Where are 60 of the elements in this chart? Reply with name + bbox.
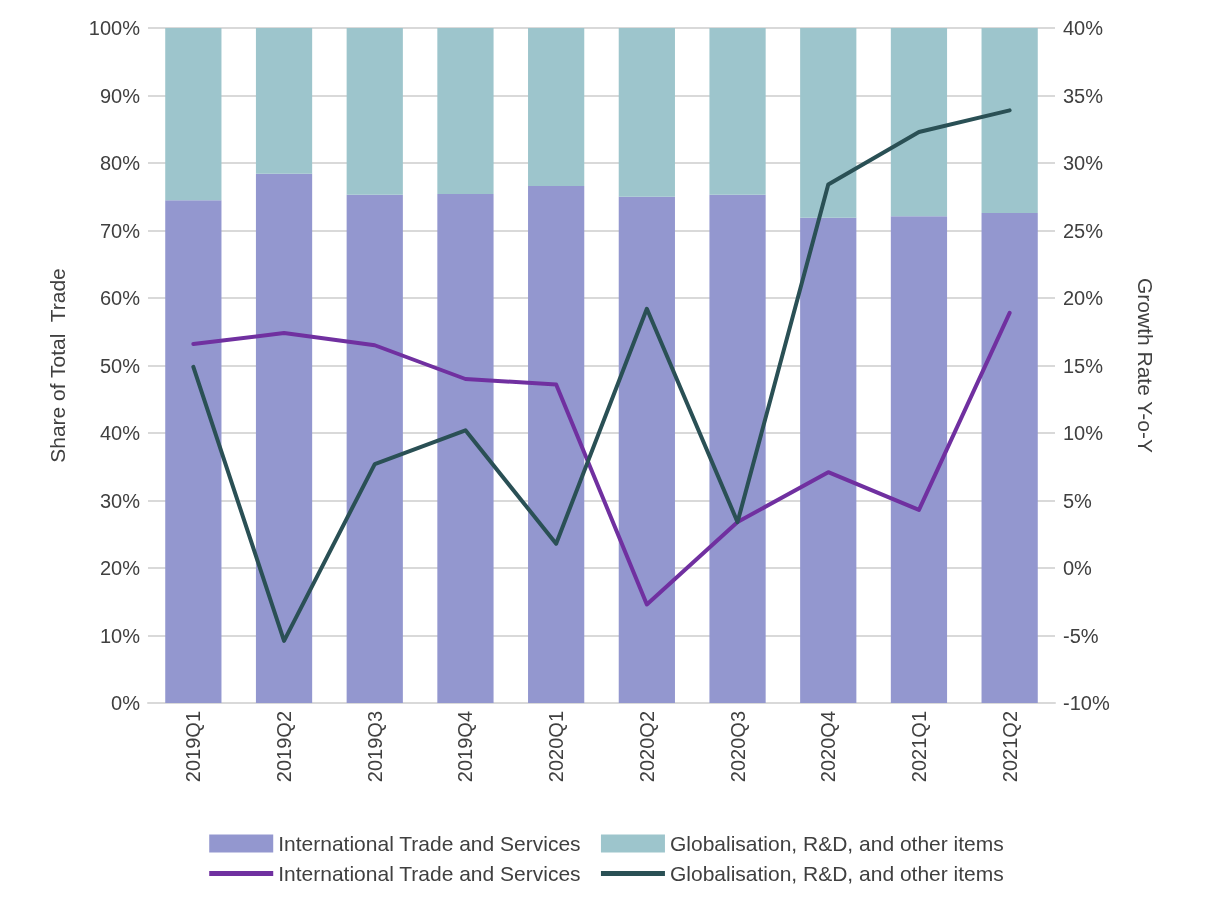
bar — [437, 194, 494, 703]
y-tick-label: 0% — [111, 692, 141, 714]
y2-tick-label: 20% — [1063, 287, 1104, 309]
legend-label: International Trade and Services — [278, 862, 581, 885]
x-tick-label: 2020Q1 — [545, 711, 568, 783]
bar — [346, 28, 403, 195]
x-tick-label: 2019Q3 — [363, 711, 386, 783]
bar — [528, 28, 585, 186]
legend-label: Globalisation, R&D, and other items — [669, 862, 1004, 885]
x-tick-label: 2019Q2 — [273, 711, 296, 783]
y-tick-label: 70% — [99, 219, 141, 242]
y2-tick-label: 35% — [1063, 84, 1104, 107]
legend-label: International Trade and Services — [278, 832, 581, 855]
y-tick-label: 50% — [99, 354, 141, 377]
bar — [709, 28, 766, 195]
bar — [346, 194, 403, 703]
y2-tick-label: 25% — [1063, 219, 1104, 242]
bar — [255, 173, 313, 703]
y-tick-label: 80% — [99, 152, 141, 174]
y-tick-label: 100% — [88, 17, 141, 39]
y2-tick-label: 30% — [1063, 152, 1104, 174]
y2-tick-label: -5% — [1063, 624, 1099, 647]
x-tick-label: 2021Q1 — [907, 711, 930, 783]
y-tick-label: 20% — [99, 557, 141, 579]
y-tick-label: 30% — [99, 489, 141, 512]
line-series — [191, 108, 1012, 643]
bar — [255, 28, 313, 174]
y2-tick-label: 40% — [1063, 17, 1104, 39]
bar — [709, 194, 766, 703]
x-tick-label: 2020Q2 — [635, 711, 658, 783]
bar — [800, 217, 857, 703]
legend-label: Globalisation, R&D, and other items — [669, 832, 1004, 855]
line-series — [191, 310, 1012, 607]
x-tick-label: 2020Q3 — [726, 711, 749, 783]
bar — [981, 212, 1038, 703]
bar — [890, 216, 948, 703]
x-tick-label: 2019Q1 — [182, 711, 205, 783]
y2-axis-title: Growth Rate Y-o-Y — [1134, 277, 1157, 454]
bar — [437, 28, 494, 195]
y-tick-label: 90% — [99, 84, 141, 107]
y2-tick-label: 5% — [1063, 489, 1093, 512]
bar — [800, 28, 857, 218]
y2-tick-label: -10% — [1063, 692, 1110, 714]
y-tick-label: 40% — [99, 422, 141, 444]
bar — [528, 185, 585, 703]
x-tick-label: 2021Q2 — [998, 711, 1021, 783]
bar — [981, 28, 1038, 213]
y-tick-label: 60% — [99, 287, 141, 309]
bar — [165, 28, 222, 201]
x-tick-label: 2020Q4 — [817, 711, 840, 783]
bar — [618, 28, 675, 197]
y2-tick-label: 15% — [1063, 354, 1104, 377]
y-tick-label: 10% — [99, 624, 141, 647]
bar — [618, 196, 675, 703]
y-axis-title: Share of Total Trade — [46, 268, 69, 463]
bar — [890, 28, 948, 217]
x-tick-label: 2019Q4 — [454, 711, 477, 783]
bar — [165, 200, 222, 703]
y2-tick-label: 10% — [1063, 422, 1104, 444]
y2-tick-label: 0% — [1063, 557, 1093, 579]
